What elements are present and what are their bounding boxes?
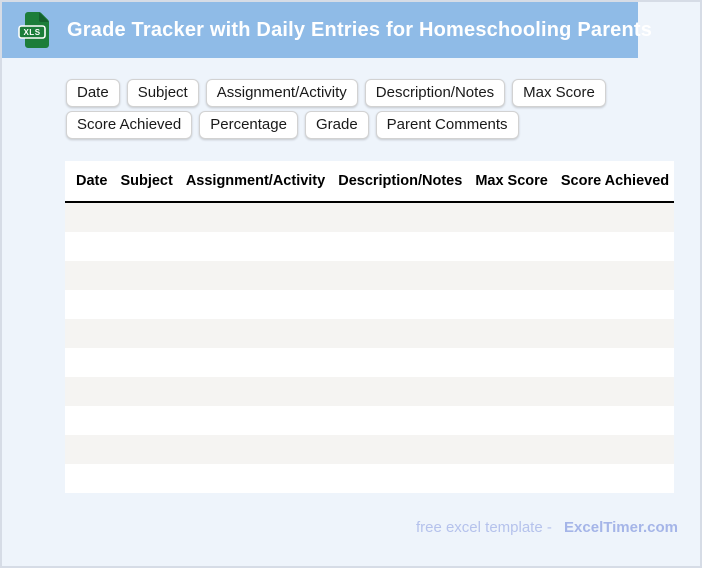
footer-brand-link[interactable]: ExcelTimer.com [564,519,678,536]
column-header-description-notes: Description/Notes [338,173,463,189]
xls-file-icon: XLS [18,12,49,48]
footer: free excel template - ExcelTimer.com [416,517,678,539]
table-row [65,290,674,319]
table-row [65,348,674,377]
chip-max-score[interactable]: Max Score [512,79,606,107]
table-row [65,203,674,232]
column-header-date: Date [76,173,108,189]
chip-assignment-activity[interactable]: Assignment/Activity [205,79,358,107]
table-body [65,203,674,493]
table-row [65,261,674,290]
table-row [65,232,674,261]
page-title: Grade Tracker with Daily Entries for Hom… [67,18,653,41]
chip-description-notes[interactable]: Description/Notes [364,79,506,107]
column-header-score-achieved: Score Achieved [560,173,670,189]
table-row [65,377,674,406]
table-row [65,319,674,348]
chip-parent-comments[interactable]: Parent Comments [375,111,519,139]
column-chips: Date Subject Assignment/Activity Descrip… [66,79,614,139]
table-row [65,464,674,493]
footer-text: free excel template - [415,519,552,536]
table-header-row: Date Subject Assignment/Activity Descrip… [65,161,674,203]
chip-grade[interactable]: Grade [304,111,369,139]
chip-score-achieved[interactable]: Score Achieved [66,111,193,139]
chip-percentage[interactable]: Percentage [199,111,298,139]
chip-subject[interactable]: Subject [126,79,199,107]
table-row [65,406,674,435]
column-header-subject: Subject [120,173,173,189]
column-header-max-score: Max Score [475,173,548,189]
chip-date[interactable]: Date [66,79,120,107]
xls-icon-label: XLS [23,28,40,37]
header-bar: XLS Grade Tracker with Daily Entries for… [2,2,652,58]
table-row [65,435,674,464]
grades-table: Date Subject Assignment/Activity Descrip… [65,161,674,493]
column-header-assignment-activity: Assignment/Activity [185,173,326,189]
